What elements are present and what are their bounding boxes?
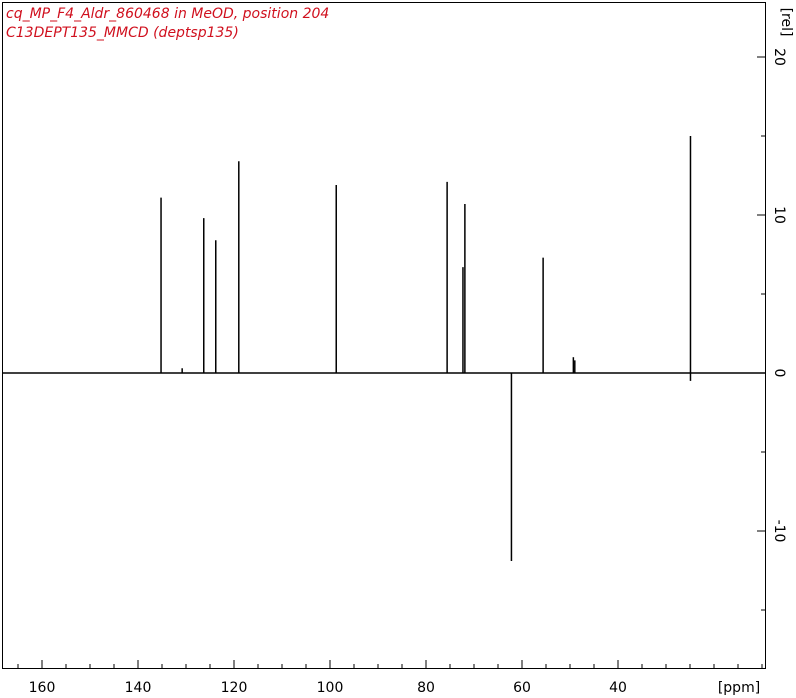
x-tick-label: 140 xyxy=(125,680,152,696)
x-axis-label: [ppm] xyxy=(718,680,760,696)
pulse-program-title: C13DEPT135_MMCD (deptsp135) xyxy=(6,25,239,41)
y-tick-label: 10 xyxy=(771,206,787,224)
x-tick-label: 120 xyxy=(221,680,248,696)
x-axis-ticks xyxy=(17,660,763,668)
x-tick-labels: 160 140 120 100 80 60 40 xyxy=(29,680,627,696)
y-axis-label: [rel] xyxy=(778,8,794,37)
x-tick-label: 160 xyxy=(29,680,56,696)
peak-series xyxy=(160,136,692,562)
y-axis-ticks xyxy=(757,56,765,611)
x-tick-label: 80 xyxy=(417,680,435,696)
x-tick-label: 40 xyxy=(609,680,627,696)
y-tick-label: 20 xyxy=(771,48,787,66)
experiment-title: cq_MP_F4_Aldr_860468 in MeOD, position 2… xyxy=(6,6,330,22)
plot-frame xyxy=(2,2,766,669)
y-tick-label: 0 xyxy=(771,369,787,378)
x-tick-label: 100 xyxy=(317,680,344,696)
x-tick-label: 60 xyxy=(513,680,531,696)
y-tick-label: -10 xyxy=(771,520,787,543)
y-tick-labels: 20 10 0 -10 xyxy=(771,48,787,542)
